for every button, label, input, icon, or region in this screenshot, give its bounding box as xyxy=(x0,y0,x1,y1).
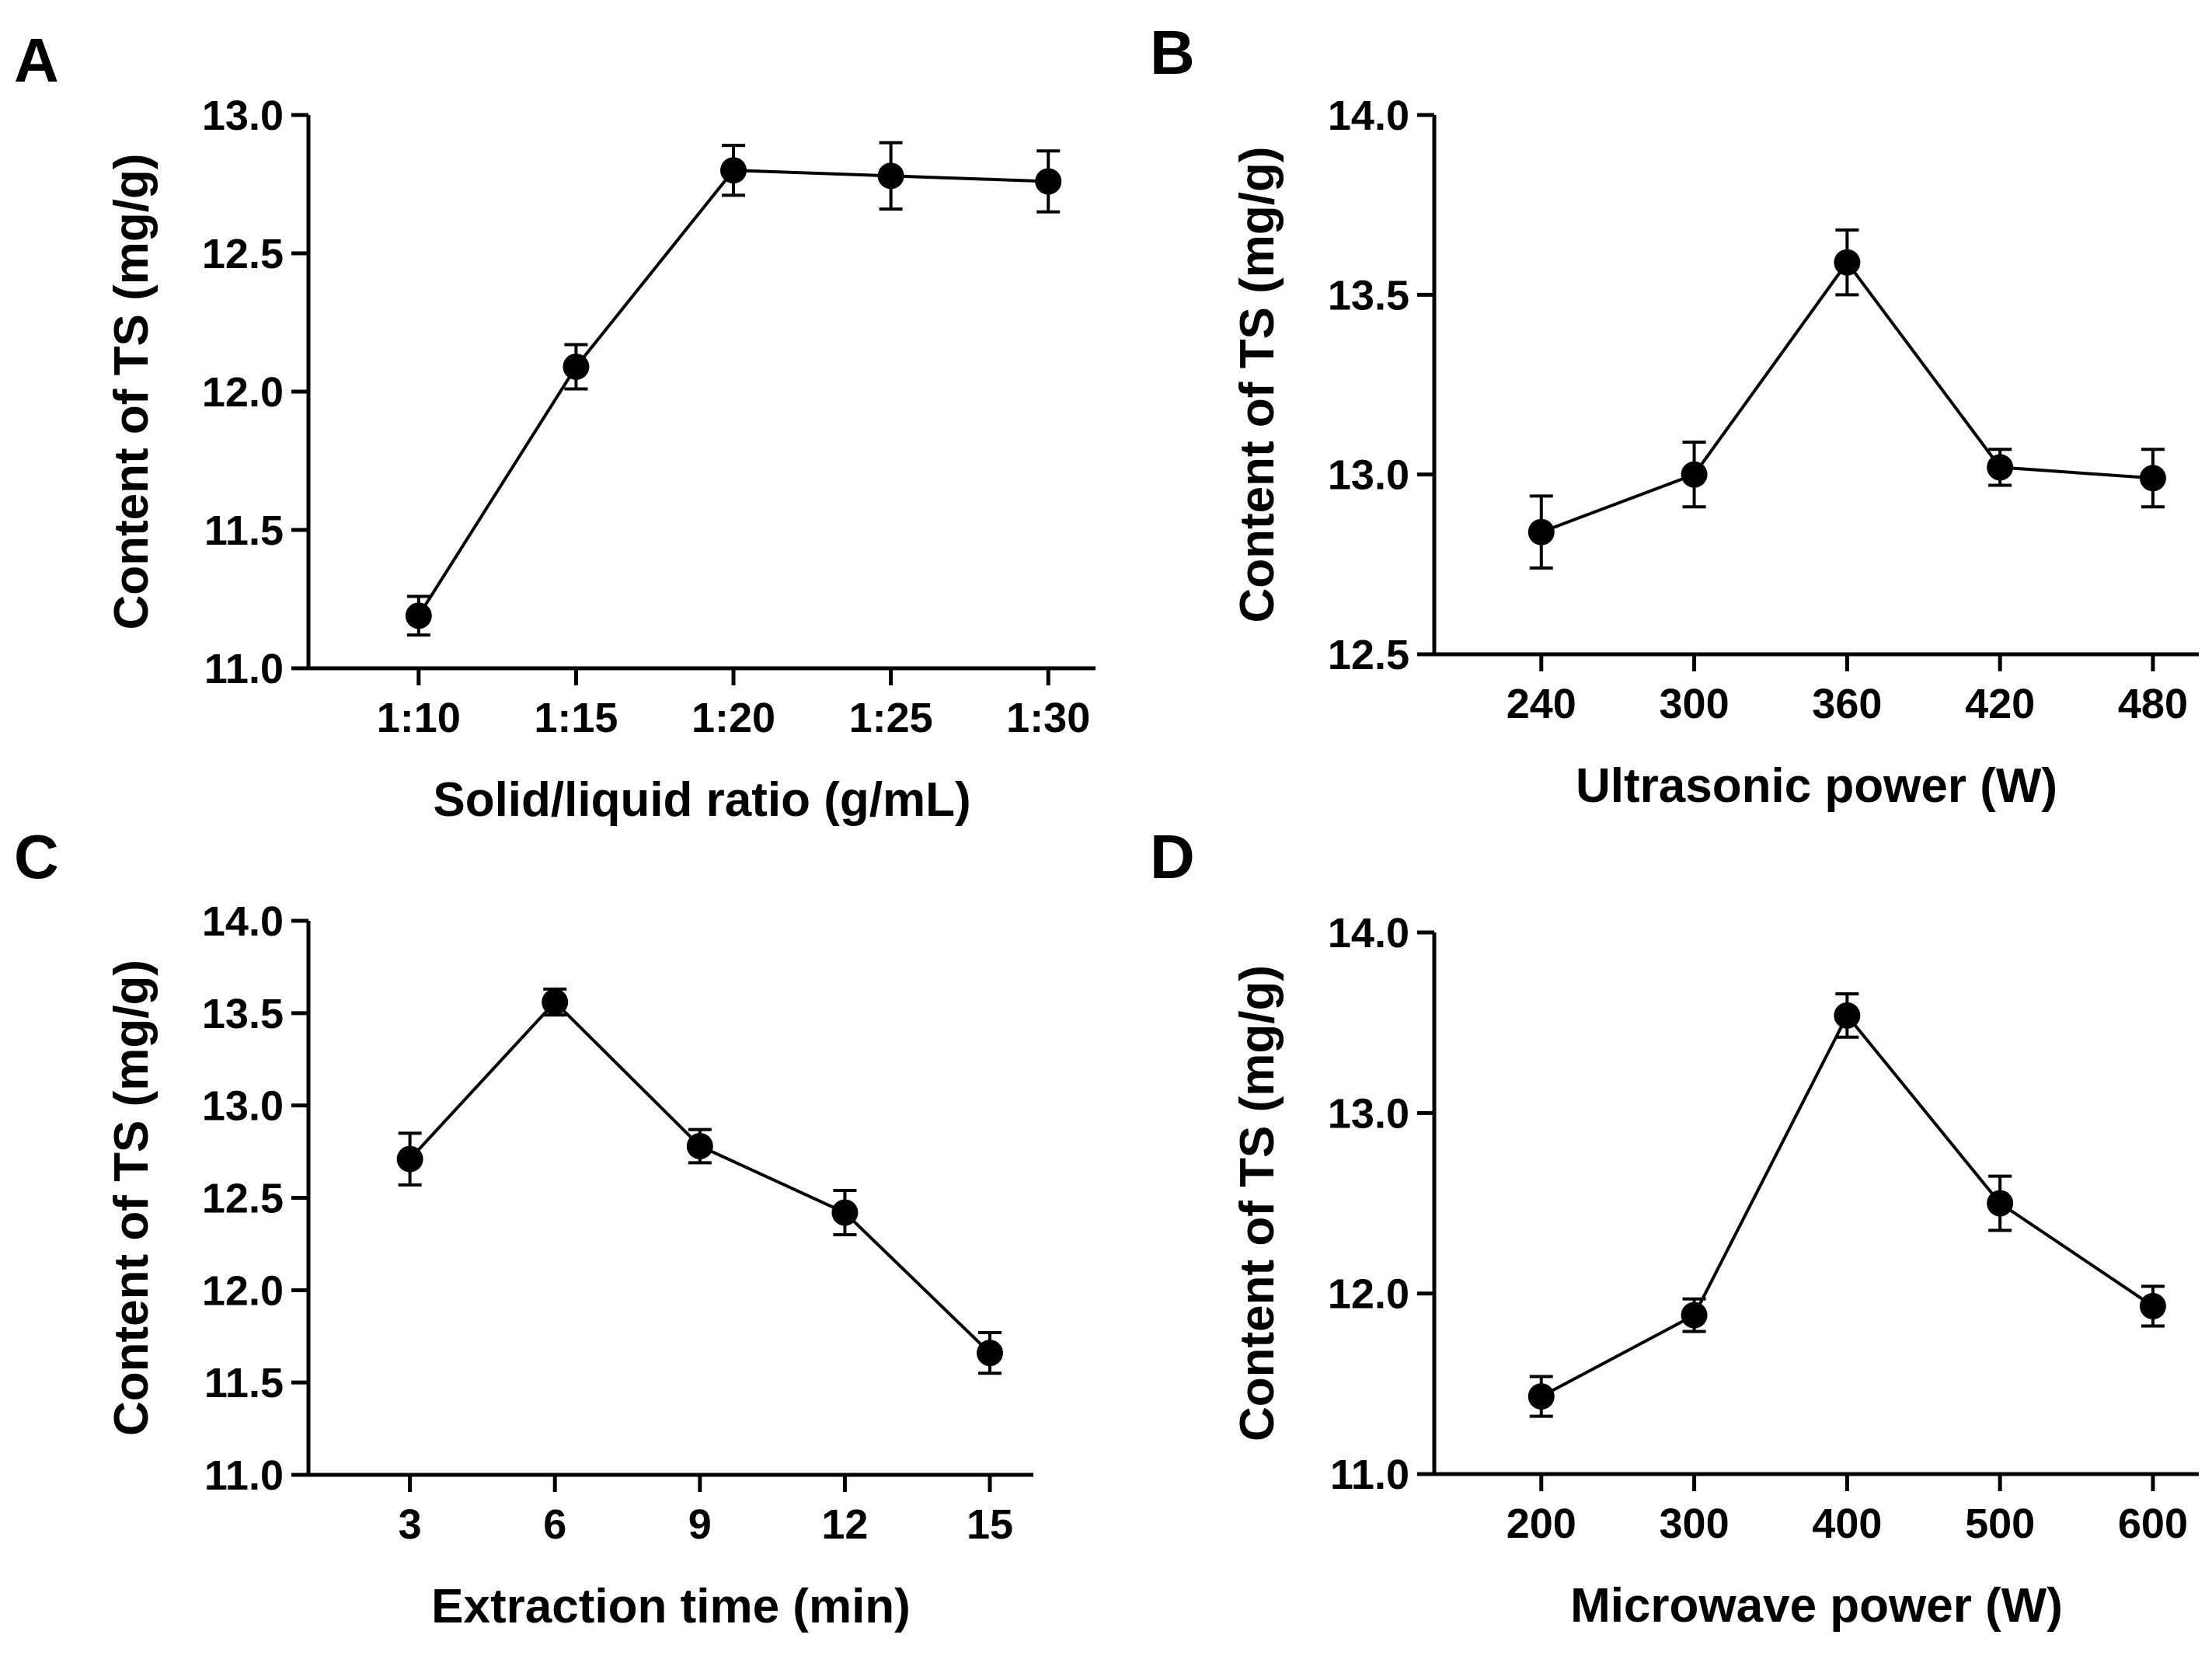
x-tick-label: 300 xyxy=(1660,1500,1730,1547)
y-axis-title: Content of TS (mg/g) xyxy=(105,154,158,630)
data-point xyxy=(405,602,432,629)
data-point xyxy=(1987,454,2014,481)
chart-panel-d: D 11.0 12.0 13.0 14.0 200 300 400 500 600 Microwav… xyxy=(1150,822,2199,1633)
panel-letter-d: D xyxy=(1150,822,1195,891)
x-tick-label: 1:25 xyxy=(849,695,933,741)
x-tick-label: 420 xyxy=(1965,681,2035,727)
panel-letter-a: A xyxy=(14,26,59,95)
x-axis-title: Extraction time (min) xyxy=(431,1580,911,1633)
data-point xyxy=(542,988,569,1016)
series-line xyxy=(409,999,991,1354)
y-tick-label: 11.0 xyxy=(1330,1452,1409,1498)
data-point xyxy=(2139,1292,2166,1319)
series-line xyxy=(1541,260,2154,534)
chart-panel-a: A 11.0 11.5 12.0 12.5 13.0 1:10 1:15 1:20 1:25 1:3… xyxy=(14,26,1096,827)
x-tick-label: 1:30 xyxy=(1006,695,1090,741)
x-tick-label: 300 xyxy=(1660,681,1730,727)
y-tick-label: 14.0 xyxy=(1328,910,1409,957)
x-tick-label: 6 xyxy=(543,1501,566,1548)
data-point xyxy=(396,1145,423,1173)
data-point xyxy=(831,1199,859,1226)
data-point xyxy=(1527,518,1555,545)
y-tick-label: 12.0 xyxy=(202,369,284,416)
data-point xyxy=(2139,465,2166,492)
y-tick-label: 13.5 xyxy=(1328,272,1409,319)
x-tick-label: 600 xyxy=(2118,1500,2188,1547)
x-axis-title: Microwave power (W) xyxy=(1570,1579,2063,1633)
y-tick-label: 13.0 xyxy=(1328,1090,1409,1137)
x-axis-title: Solid/liquid ratio (g/mL) xyxy=(433,773,970,827)
panel-letter-c: C xyxy=(14,822,59,891)
x-tick-label: 9 xyxy=(688,1501,712,1548)
series-line xyxy=(1540,1012,2155,1398)
y-axis-title: Content of TS (mg/g) xyxy=(1231,965,1284,1441)
x-tick-label: 480 xyxy=(2118,681,2188,727)
y-tick-label: 12.5 xyxy=(1328,632,1409,678)
x-tick-label: 1:20 xyxy=(691,695,775,741)
data-point xyxy=(977,1340,1004,1367)
data-point xyxy=(877,162,904,190)
x-tick-label: 15 xyxy=(967,1501,1013,1548)
y-tick-label: 13.0 xyxy=(202,92,284,139)
chart-panel-c: C 11.0 11.5 12.0 12.5 13.0 13.5 14.0 3 6 9 12 15 Extr… xyxy=(14,822,1033,1633)
x-tick-label: 360 xyxy=(1812,681,1882,727)
x-tick-label: 12 xyxy=(821,1501,868,1548)
chart-panel-b: B 12.5 13.0 13.5 14.0 240 300 360 420 480 Ultrason… xyxy=(1150,18,2199,813)
x-tick-label: 1:10 xyxy=(377,695,461,741)
data-point xyxy=(1834,1002,1861,1029)
y-tick-label: 11.5 xyxy=(204,507,284,554)
x-tick-label: 400 xyxy=(1812,1500,1882,1547)
y-tick-label: 13.0 xyxy=(202,1083,284,1130)
y-axis-title: Content of TS (mg/g) xyxy=(1231,147,1284,623)
data-point xyxy=(1834,249,1861,276)
y-tick-label: 12.0 xyxy=(202,1267,284,1314)
y-tick-label: 13.0 xyxy=(1328,452,1409,499)
x-tick-label: 240 xyxy=(1507,681,1576,727)
series-line xyxy=(417,169,1049,617)
x-tick-label: 1:15 xyxy=(534,695,618,741)
data-point xyxy=(720,157,747,184)
data-point xyxy=(563,353,590,380)
x-axis-title: Ultrasonic power (W) xyxy=(1576,759,2057,813)
y-tick-label: 12.0 xyxy=(1328,1271,1409,1318)
data-point xyxy=(1987,1190,2014,1217)
y-axis-title: Content of TS (mg/g) xyxy=(105,960,158,1436)
data-point xyxy=(1035,168,1062,195)
x-tick-label: 3 xyxy=(399,1501,422,1548)
y-tick-label: 11.0 xyxy=(204,646,284,692)
panel-letter-b: B xyxy=(1150,18,1195,87)
y-tick-label: 11.5 xyxy=(204,1360,284,1406)
y-tick-label: 13.5 xyxy=(202,991,284,1037)
data-point xyxy=(1527,1383,1555,1410)
y-tick-label: 12.5 xyxy=(202,1176,284,1222)
data-point xyxy=(1681,1302,1708,1329)
y-tick-label: 12.5 xyxy=(202,231,284,277)
x-tick-label: 500 xyxy=(1965,1500,2035,1547)
y-tick-label: 14.0 xyxy=(202,898,284,945)
x-tick-label: 200 xyxy=(1507,1500,1576,1547)
y-tick-label: 14.0 xyxy=(1328,92,1409,139)
y-tick-label: 11.0 xyxy=(204,1452,284,1499)
data-point xyxy=(1681,461,1708,488)
data-point xyxy=(686,1132,713,1159)
